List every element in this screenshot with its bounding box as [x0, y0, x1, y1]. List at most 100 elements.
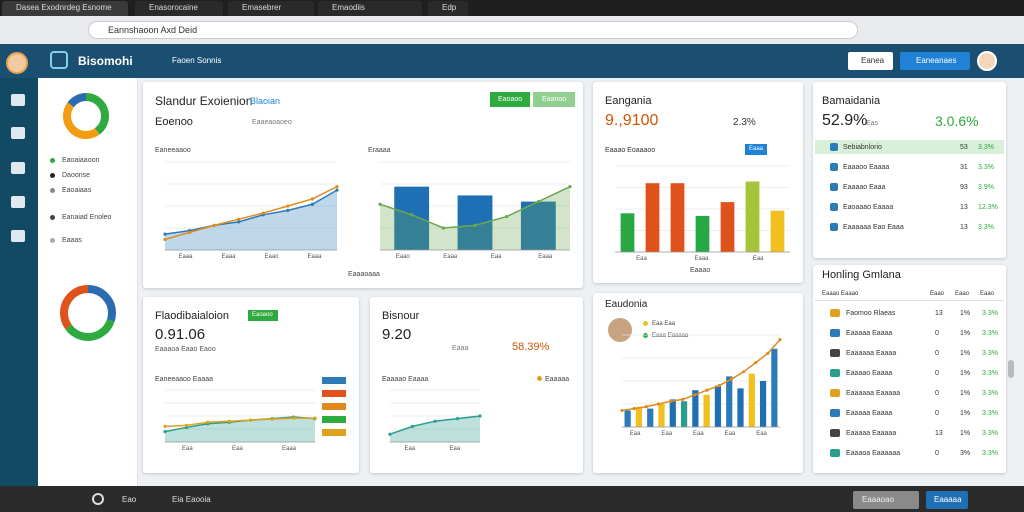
donut-segment	[60, 285, 116, 341]
row-pct: 3.3%	[978, 224, 994, 231]
row-value: 13	[935, 310, 943, 317]
legend-label: Eaaaaa	[545, 376, 570, 383]
x-tick-label: Eaa	[636, 256, 647, 262]
bar	[748, 373, 755, 427]
menu[interactable]: Faoen Sonnis	[172, 56, 222, 65]
row-value: 0	[935, 330, 939, 337]
x-tick-label: Eaao	[395, 254, 410, 260]
metric-delta: 2.3%	[733, 117, 756, 128]
taskbar-button-label: Eaaaoao	[862, 495, 895, 504]
tab[interactable]	[428, 1, 468, 16]
row-value: 1%	[960, 350, 971, 357]
row-value: 1%	[960, 330, 971, 337]
point	[473, 223, 477, 227]
button[interactable]	[533, 92, 575, 107]
legend-label: Eaoaiaaoon	[62, 157, 100, 164]
point	[206, 420, 210, 424]
row-pct: 3.3%	[982, 370, 998, 377]
row-name: Eaaaoo Eaaaa	[843, 164, 890, 171]
area	[165, 190, 337, 250]
legend-chip	[322, 377, 346, 384]
point	[754, 361, 758, 365]
user-avatar[interactable]	[6, 52, 28, 74]
address-bar[interactable]	[88, 21, 858, 39]
metric: 9.20	[382, 326, 412, 343]
brand: Bisomohi	[78, 54, 133, 68]
x-tick-label: Eaa	[449, 446, 461, 452]
tab[interactable]	[318, 1, 422, 16]
x-tick-label: Eaaa	[282, 446, 297, 452]
nav-icon[interactable]	[11, 162, 25, 174]
nav-icon[interactable]	[11, 196, 25, 208]
bar	[635, 406, 643, 427]
x-tick-label: Eaao	[264, 254, 279, 260]
point	[669, 399, 673, 403]
tab[interactable]	[2, 1, 128, 16]
line	[164, 417, 315, 428]
point	[270, 417, 274, 421]
point	[717, 384, 721, 388]
nav-icon[interactable]	[11, 127, 25, 139]
card-title: Flaodibaialoion	[155, 310, 229, 322]
donut-segment	[63, 93, 109, 139]
point	[335, 185, 339, 189]
legend-label: Eaoaiaas	[62, 187, 92, 194]
legend-dot	[50, 188, 55, 193]
button-label: Eaanoo	[542, 96, 567, 103]
row-icon	[830, 183, 838, 191]
donut-segment	[60, 285, 116, 341]
taskbar-item[interactable]: Eia Eaooia	[172, 495, 211, 504]
point	[163, 232, 167, 236]
row-pct: 3.3%	[982, 330, 998, 337]
chart-label: Eraaaa	[368, 147, 391, 154]
point	[388, 432, 392, 436]
column-header: Eaao	[930, 291, 945, 297]
row-icon	[830, 389, 840, 397]
button[interactable]	[490, 92, 530, 107]
tab[interactable]	[135, 1, 223, 16]
point	[410, 213, 414, 217]
metric-sub: Eas	[866, 120, 879, 127]
nav-icon[interactable]	[11, 230, 25, 242]
tab-title: Dasea Exodnrdeg Esnome	[16, 3, 112, 12]
start-icon[interactable]	[92, 493, 104, 505]
row-icon	[830, 143, 838, 151]
chart	[163, 161, 339, 251]
card-title: Eaudonia	[605, 299, 648, 310]
header-button[interactable]	[900, 52, 970, 70]
taskbar-button[interactable]	[926, 491, 968, 509]
nav-icon[interactable]	[11, 94, 25, 106]
point	[644, 405, 648, 409]
scrollbar[interactable]	[1008, 360, 1014, 378]
point	[455, 417, 460, 421]
avatar[interactable]	[977, 51, 997, 71]
metric: 9.,9100	[605, 112, 659, 129]
point	[286, 208, 290, 212]
metric-sub: Eaaa	[452, 345, 469, 352]
taskbar-button[interactable]	[853, 491, 919, 509]
point	[187, 230, 192, 234]
chart-label: Eaneeaaoo Eaaaa	[155, 376, 213, 383]
point	[632, 407, 636, 411]
point	[237, 220, 241, 224]
x-axis-label: Eaaaoaaa	[348, 271, 380, 278]
chart-label: Eaaao Eoaaaoo	[605, 147, 656, 154]
logo	[50, 51, 68, 69]
legend-chip	[322, 403, 346, 410]
x-tick-label: Eaaa	[443, 254, 458, 260]
point	[766, 351, 770, 355]
taskbar-item[interactable]: Eao	[122, 495, 137, 504]
tab-title: Emasebrer	[242, 3, 282, 12]
row-pct: 3.3%	[982, 390, 998, 397]
row-value: 13	[960, 204, 968, 211]
row-name: Faomoo Rlaeas	[846, 310, 896, 317]
legend-label: Eaaas	[62, 237, 82, 244]
header-button[interactable]	[848, 52, 893, 70]
point	[227, 419, 231, 423]
tab[interactable]	[228, 1, 314, 16]
button[interactable]	[745, 144, 767, 155]
point	[729, 377, 733, 381]
row-value: 1%	[960, 430, 971, 437]
point	[310, 202, 315, 206]
point	[693, 393, 697, 397]
